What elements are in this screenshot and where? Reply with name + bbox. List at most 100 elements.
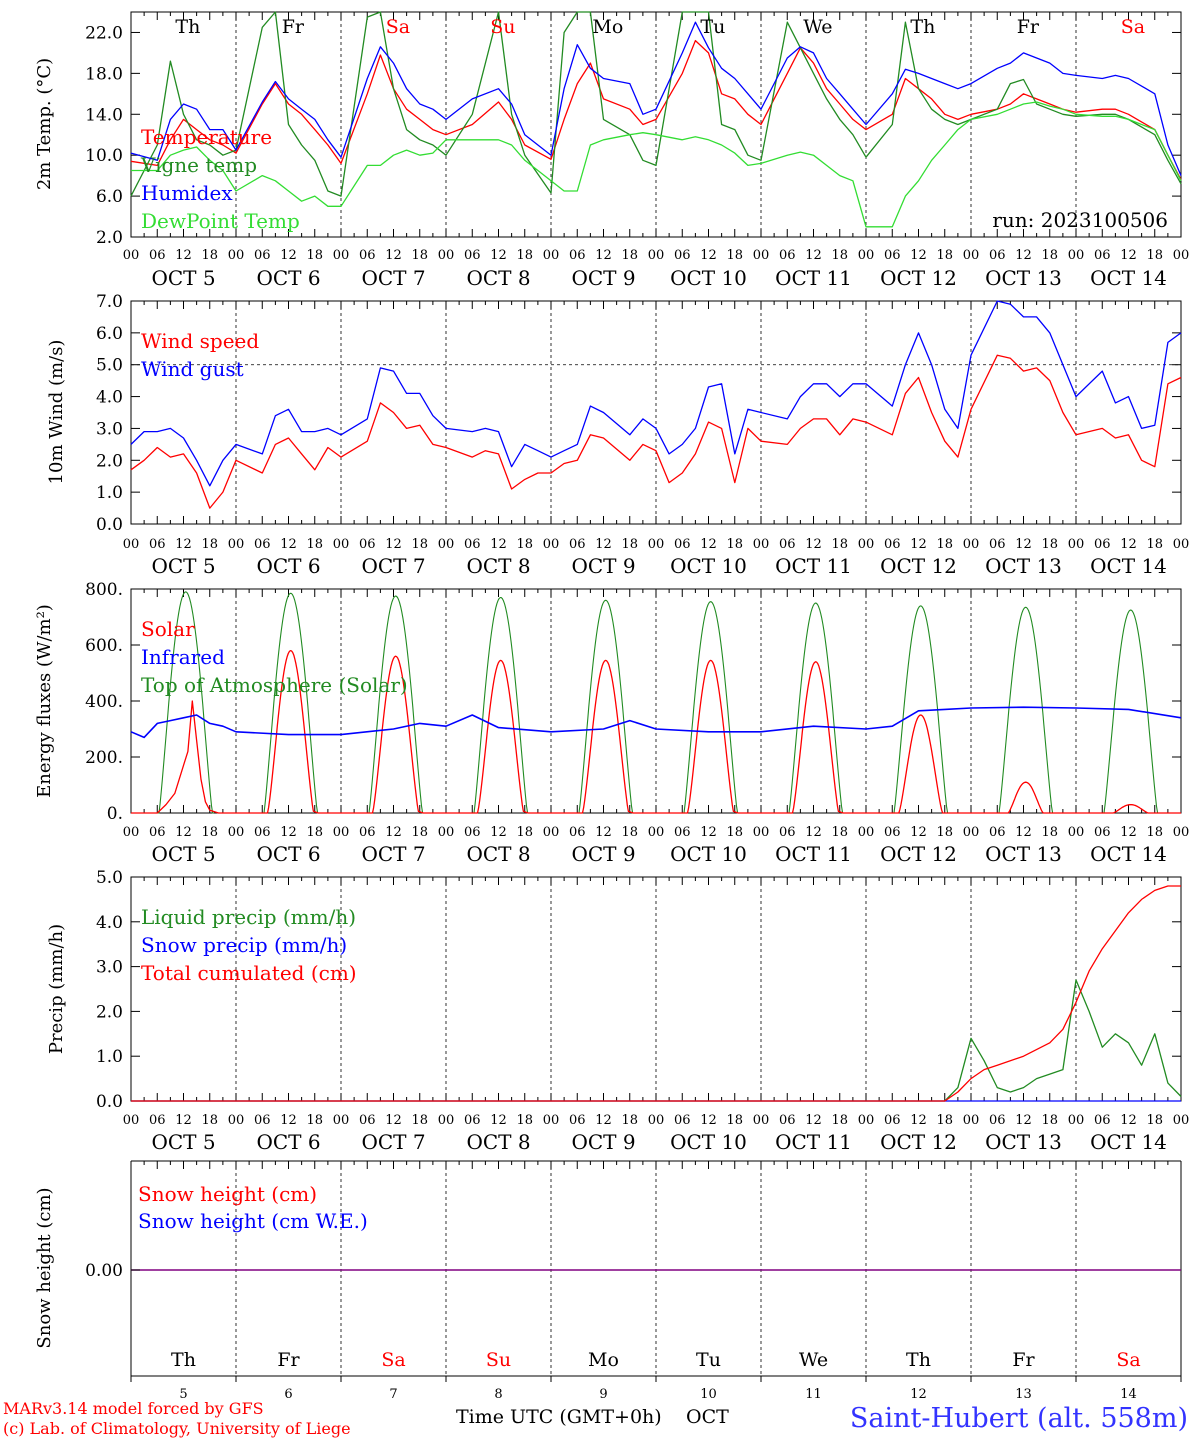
x-hour-tick-label: 18 — [201, 1113, 218, 1128]
x-day-number-label: 11 — [805, 1387, 822, 1402]
x-day-label: OCT 6 — [256, 554, 320, 578]
x-hour-tick-label: 00 — [438, 537, 455, 552]
x-hour-tick-label: 06 — [779, 248, 796, 263]
x-hour-tick-label: 00 — [228, 1113, 245, 1128]
x-hour-tick-label: 18 — [201, 248, 218, 263]
x-hour-tick-label: 06 — [149, 537, 166, 552]
x-day-label: OCT 8 — [466, 1130, 530, 1154]
y-tick-label: 400. — [85, 692, 123, 712]
x-hour-tick-label: 00 — [858, 248, 875, 263]
infrared-line — [130, 706, 1182, 739]
y-tick-label: 2.0 — [96, 451, 123, 471]
temp-series-line — [130, 11, 1182, 197]
x-hour-tick-label: 18 — [516, 825, 533, 840]
x-hour-tick-label: 06 — [674, 248, 691, 263]
toa-solar-line — [786, 602, 844, 814]
x-hour-tick-label: 00 — [123, 825, 140, 840]
x-day-label: OCT 14 — [1090, 554, 1167, 578]
y-tick-label: 600. — [85, 636, 123, 656]
x-hour-tick-label: 00 — [543, 825, 560, 840]
x-day-number-label: 9 — [599, 1387, 607, 1402]
toa-solar-line — [261, 592, 319, 814]
legend-entry: Humidex — [141, 181, 233, 205]
x-hour-tick-label: 12 — [385, 248, 402, 263]
x-hour-tick-label: 12 — [910, 1113, 927, 1128]
snow-panel: 0.00 Snow height (cm) Snow height (cm) Snow… — [34, 1160, 1182, 1402]
y-tick-label: 0.0 — [96, 1092, 123, 1112]
x-hour-tick-label: 06 — [884, 825, 901, 840]
x-hour-tick-label: 00 — [1068, 537, 1085, 552]
y-tick-label: 3.0 — [96, 419, 123, 439]
x-axis-label: Time UTC (GMT+0h) — [456, 1406, 662, 1428]
energy-panel: 0. 200. 400. 600. 800. Energy fluxes (W/m²) So… — [34, 580, 1189, 866]
day-of-week-label: Th — [175, 16, 200, 38]
x-hour-tick-label: 06 — [254, 248, 271, 263]
x-hour-tick-label: 00 — [333, 248, 350, 263]
x-hour-tick-label: 06 — [884, 1113, 901, 1128]
y-tick-label: 800. — [85, 580, 123, 600]
x-hour-tick-label: 12 — [700, 537, 717, 552]
x-hour-tick-label: 18 — [516, 248, 533, 263]
x-hour-tick-label: 00 — [333, 825, 350, 840]
x-day-number-label: 8 — [494, 1387, 502, 1402]
wind-series-line — [130, 300, 1182, 487]
x-hour-tick-label: 00 — [1068, 248, 1085, 263]
x-hour-tick-label: 18 — [1146, 1113, 1163, 1128]
x-hour-tick-label: 00 — [438, 248, 455, 263]
x-day-label: OCT 10 — [670, 1130, 747, 1154]
y-tick-label: 3.0 — [96, 958, 123, 978]
precip-series-line — [131, 979, 1182, 1102]
x-hour-tick-label: 12 — [490, 1113, 507, 1128]
x-hour-tick-label: 12 — [1120, 537, 1137, 552]
x-day-number-label: 10 — [700, 1387, 717, 1402]
y-tick-label: 22.0 — [85, 23, 123, 43]
y-tick-label: 5.0 — [96, 356, 123, 376]
wind-panel: 0.0 1.0 2.0 3.0 4.0 5.0 6.0 7.0 10m Wind (m/s) Wi… — [46, 292, 1189, 578]
y-tick-label: 7.0 — [96, 292, 123, 312]
x-hour-tick-label: 18 — [306, 248, 323, 263]
x-hour-tick-label: 06 — [359, 825, 376, 840]
day-of-week-label: Fr — [277, 1349, 300, 1371]
x-hour-tick-label: 06 — [569, 537, 586, 552]
x-hour-tick-label: 18 — [726, 825, 743, 840]
x-hour-tick-label: 06 — [779, 1113, 796, 1128]
x-hour-tick-label: 18 — [516, 537, 533, 552]
model-credit: MARv3.14 model forced by GFS — [3, 1399, 264, 1418]
x-hour-tick-label: 06 — [779, 825, 796, 840]
x-hour-tick-label: 00 — [123, 537, 140, 552]
x-hour-tick-label: 18 — [936, 1113, 953, 1128]
x-day-label: OCT 13 — [985, 554, 1062, 578]
x-hour-tick-label: 00 — [1173, 537, 1190, 552]
y-axis-label: Snow height (cm) — [34, 1187, 55, 1348]
y-tick-label: 0.00 — [85, 1261, 123, 1281]
x-day-label: OCT 14 — [1090, 842, 1167, 866]
legend-entry: Liquid precip (mm/h) — [141, 905, 356, 929]
x-hour-tick-label: 00 — [333, 537, 350, 552]
x-day-label: OCT 11 — [775, 266, 852, 290]
x-hour-tick-label: 00 — [333, 1113, 350, 1128]
x-day-number-label: 5 — [179, 1387, 187, 1402]
x-day-label: OCT 8 — [466, 266, 530, 290]
x-hour-tick-label: 18 — [516, 1113, 533, 1128]
y-tick-label: 6.0 — [96, 324, 123, 344]
day-of-week-label: Fr — [1012, 1349, 1035, 1371]
x-hour-tick-label: 12 — [280, 248, 297, 263]
x-hour-tick-label: 12 — [280, 825, 297, 840]
x-day-label: OCT 7 — [361, 842, 425, 866]
station-label: Saint-Hubert (alt. 558m) — [850, 1403, 1188, 1434]
x-hour-tick-label: 00 — [228, 537, 245, 552]
y-axis-label: 2m Temp. (°C) — [34, 58, 55, 190]
x-day-label: OCT 7 — [361, 1130, 425, 1154]
day-of-week-label: Th — [906, 1349, 931, 1371]
y-axis-label: Precip (mm/h) — [46, 924, 67, 1054]
x-hour-tick-label: 12 — [280, 537, 297, 552]
x-day-label: OCT 6 — [256, 1130, 320, 1154]
y-tick-label: 0. — [107, 804, 123, 824]
x-hour-tick-label: 18 — [936, 248, 953, 263]
x-hour-tick-label: 06 — [149, 248, 166, 263]
x-hour-tick-label: 00 — [1068, 1113, 1085, 1128]
x-hour-tick-label: 06 — [359, 1113, 376, 1128]
x-hour-tick-label: 06 — [149, 825, 166, 840]
x-hour-tick-label: 06 — [149, 1113, 166, 1128]
